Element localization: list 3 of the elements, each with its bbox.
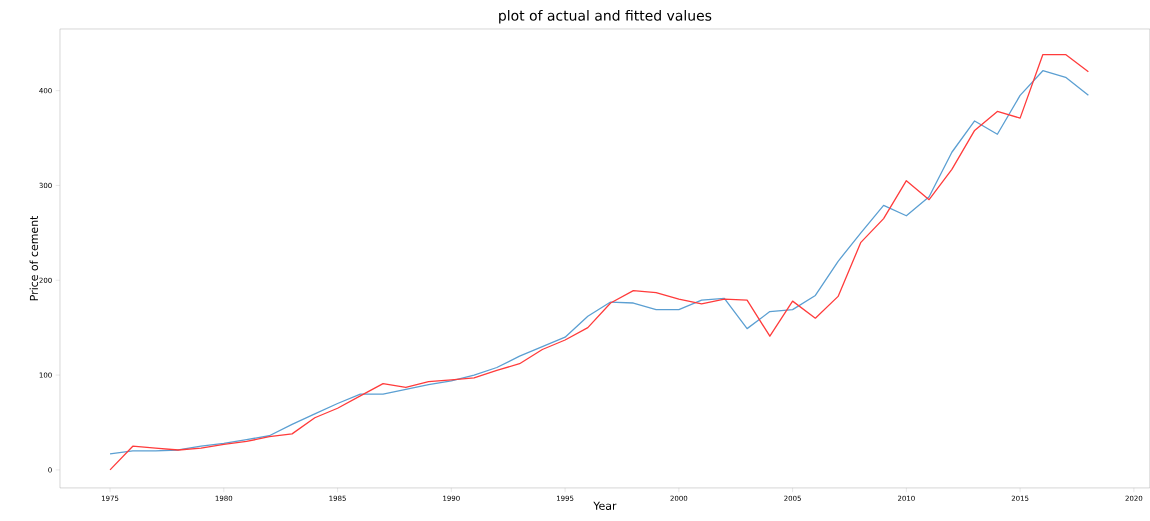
x-axis-title: Year [593,501,617,510]
chart-title: plot of actual and fitted values [499,10,712,24]
y-axis-title: Price of cement [29,215,39,301]
